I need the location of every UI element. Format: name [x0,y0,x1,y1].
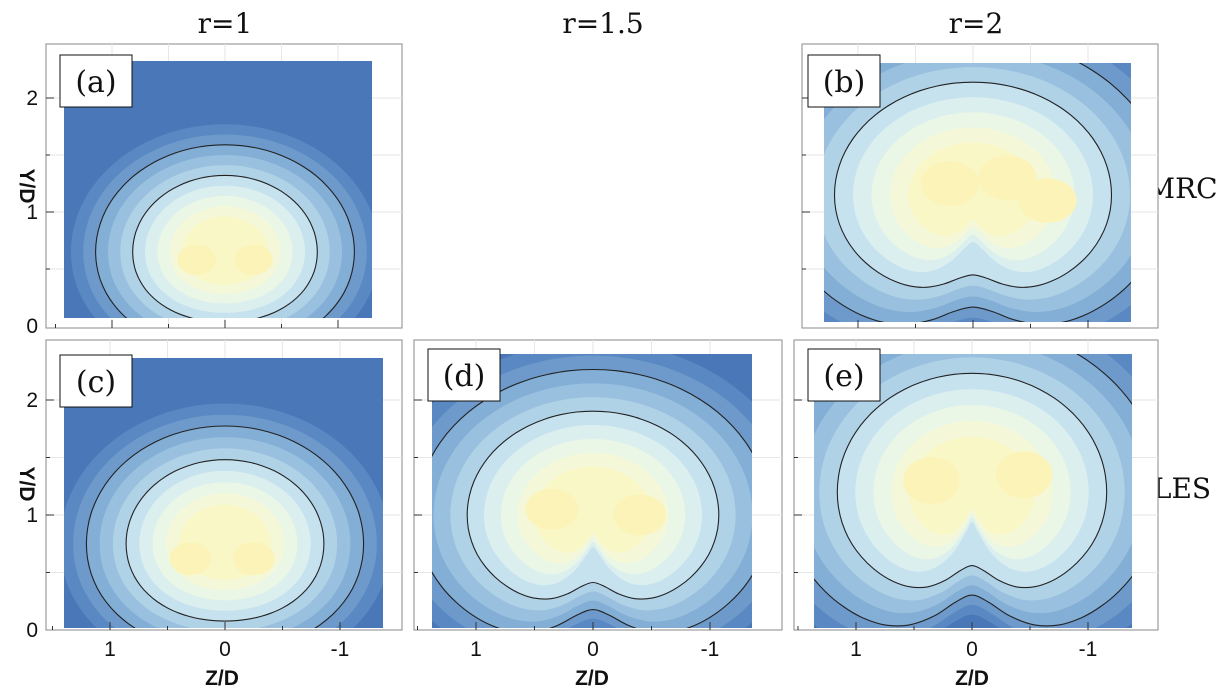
panel-a-ylabel: Y/D [15,168,38,203]
y-tick-label: 1 [26,201,38,224]
contour-band [534,466,652,553]
y-tick-label: 0 [26,315,38,338]
contour-peak [613,494,667,536]
panel-a-label: (a) [75,65,116,100]
panel-a-label-box [59,54,133,108]
x-tick-label: 1 [470,638,482,661]
panel-e-ticks: 1 0 -1 [794,399,1098,661]
contour-peak [169,542,212,576]
column-header-r2: r=2 [949,7,1004,40]
x-tick-label: -1 [701,638,720,661]
panel-e-label-box [807,348,881,402]
panel-c-ticks: 1 0 -1 0 1 2 [26,389,349,661]
panel-c-xlabel: Z/D [205,667,239,690]
row-label-les: LES [1153,472,1211,505]
x-tick-label: 0 [966,638,978,661]
contour-peak [525,488,579,530]
panel-c-ylabel: Y/D [15,466,38,501]
panel-e-contour-bands [814,354,1132,628]
panel-e-xlabel: Z/D [955,667,989,690]
x-tick-label: -1 [1079,638,1098,661]
panel-b-ticks [802,97,1089,328]
panel-a-ticks: 0 1 2 [26,87,339,338]
panel-b-contour-bands [824,63,1131,322]
y-tick-label: 2 [26,389,38,412]
x-tick-label: 1 [104,638,116,661]
panel-c-label-box [59,354,133,408]
panel-e-label: (e) [823,359,864,394]
panel-a: 0 1 2 (a) [26,43,403,338]
panel-b: (b) [801,43,1159,329]
panel-e: 1 0 -1 (e) [793,339,1159,661]
panel-d-contour-bands [432,354,752,628]
panel-b-label-box [807,54,881,108]
x-tick-label: 0 [219,638,231,661]
panel-b-label: (b) [823,65,866,100]
panel-d-label-box [427,348,501,402]
y-tick-label: 2 [26,87,38,110]
contour-peak [996,451,1053,499]
panel-a-contour-bands [70,124,372,318]
panel-c-contour-bands [64,403,383,628]
y-tick-label: 0 [26,619,38,642]
contour-peak [233,542,275,576]
contour-peak [233,244,273,275]
contour-peak [978,155,1037,201]
column-header-r1-5: r=1.5 [562,7,643,40]
panel-d-xlabel: Z/D [575,667,609,690]
contour-peak [921,161,979,206]
panel-d-ticks: 1 0 -1 [414,399,720,661]
contour-peak [903,457,960,504]
x-tick-label: 1 [850,638,862,661]
panel-d: 1 0 -1 (d) [413,339,783,661]
panel-d-label: (d) [443,359,486,394]
panel-c: 1 0 -1 0 1 2 (c) [26,339,403,661]
column-header-r1: r=1 [198,7,253,40]
contour-peak [1018,178,1077,223]
x-tick-label: 0 [587,638,599,661]
x-tick-label: -1 [331,638,350,661]
contour-peak [177,244,217,275]
y-tick-label: 1 [26,504,38,527]
panel-c-label: (c) [76,365,116,400]
